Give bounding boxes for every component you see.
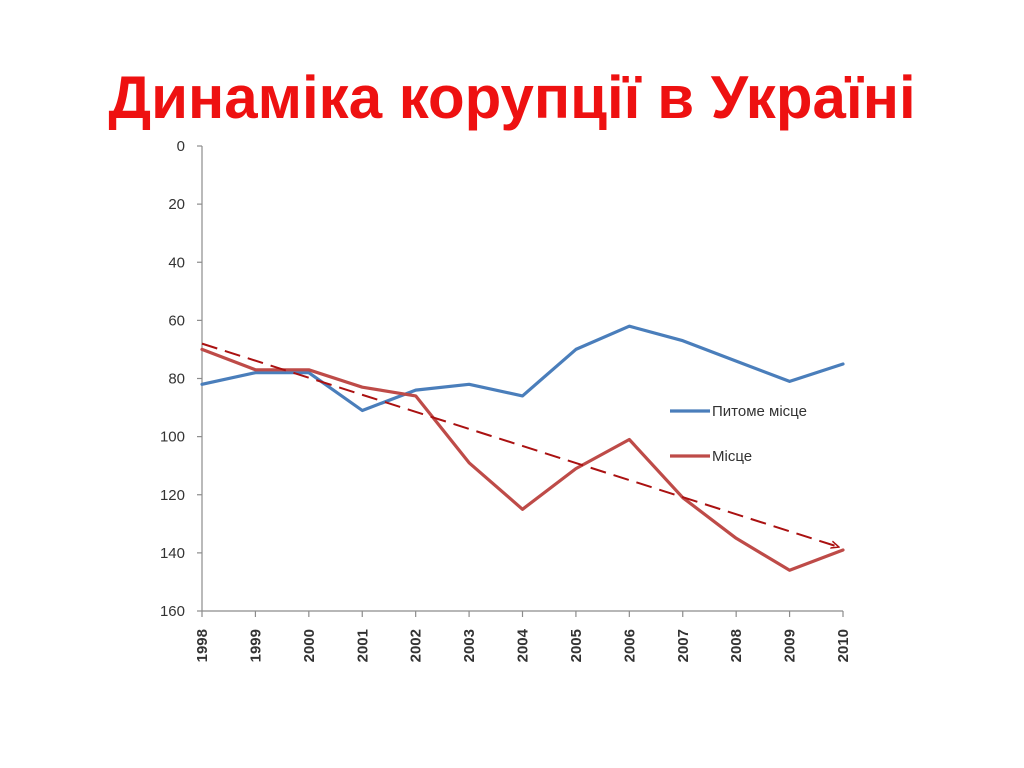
x-tick-label: 2009 xyxy=(782,629,799,662)
series-line-1 xyxy=(200,324,845,413)
y-tick-label: 0 xyxy=(177,138,185,155)
series-line-2 xyxy=(200,347,845,572)
y-tick-label: 100 xyxy=(160,429,185,446)
y-tick-label: 80 xyxy=(168,371,185,388)
y-axis-ticks: 0 20 40 60 80 100 120 140 160 xyxy=(160,138,202,620)
chart-axes xyxy=(201,146,843,612)
x-tick-label: 2005 xyxy=(568,629,585,662)
trend-arrow xyxy=(201,342,839,547)
y-tick-label: 140 xyxy=(160,545,185,562)
x-tick-label: 1998 xyxy=(194,629,211,662)
x-tick-label: 2003 xyxy=(461,629,478,662)
y-tick-label: 120 xyxy=(160,487,185,504)
series-layer xyxy=(200,324,845,572)
x-tick-label: 2006 xyxy=(621,629,638,662)
x-tick-label: 2007 xyxy=(675,629,692,662)
y-tick-label: 60 xyxy=(168,312,185,329)
y-tick-label: 20 xyxy=(168,196,185,213)
x-tick-label: 2010 xyxy=(835,629,852,662)
x-tick-label: 1999 xyxy=(247,629,264,662)
x-tick-label: 2001 xyxy=(354,629,371,662)
slide-title: Динаміка корупції в Україні xyxy=(108,64,916,131)
y-tick-label: 160 xyxy=(160,603,185,620)
legend-label-1: Питоме місце xyxy=(712,403,807,420)
x-tick-label: 2000 xyxy=(301,629,318,662)
chart-legend: Питоме місце Місце xyxy=(670,403,807,465)
y-tick-label: 40 xyxy=(168,254,185,271)
trend-layer xyxy=(201,342,839,547)
x-tick-label: 2004 xyxy=(515,628,532,662)
x-tick-label: 2002 xyxy=(408,629,425,662)
x-axis-ticks: 1998 1999 2000 2001 2002 2003 2004 2005 2006 2007… xyxy=(194,611,852,662)
legend-label-2: Місце xyxy=(712,448,752,465)
x-tick-label: 2008 xyxy=(728,629,745,662)
